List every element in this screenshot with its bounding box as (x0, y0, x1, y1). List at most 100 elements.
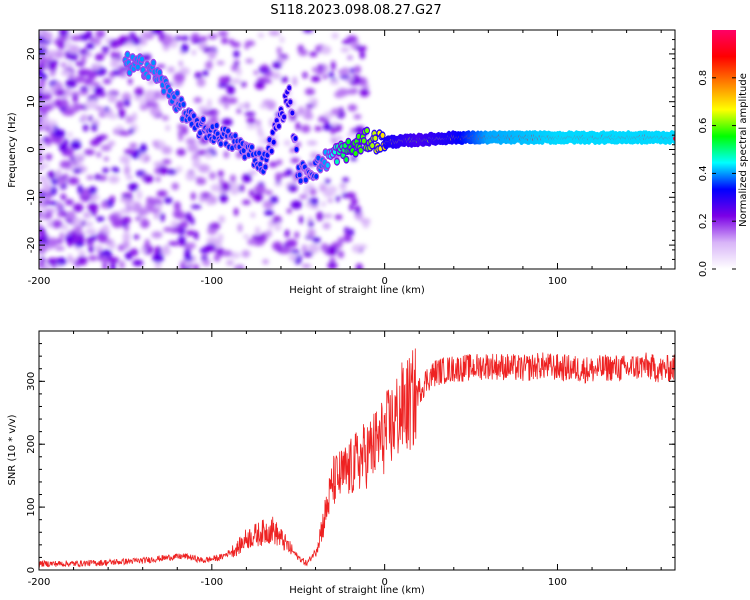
noise-blob (40, 177, 50, 187)
noise-blob (298, 49, 308, 56)
noise-blob (354, 65, 361, 74)
noise-blob (322, 222, 331, 230)
noise-blob (165, 125, 171, 131)
figure-title: S118.2023.098.08.27.G27 (270, 3, 441, 18)
noise-blob (151, 30, 163, 35)
noise-blob (122, 232, 131, 242)
noise-blob (94, 174, 102, 181)
x-tick-label: 100 (548, 276, 567, 287)
noise-blob (39, 43, 49, 48)
noise-blob (321, 201, 326, 207)
noise-blob (193, 97, 202, 103)
noise-blob (322, 123, 333, 131)
noise-blob (85, 221, 94, 227)
noise-blob (227, 97, 238, 104)
noise-blob (73, 225, 83, 234)
noise-blob (303, 113, 314, 120)
noise-blob (102, 51, 109, 56)
noise-blob (287, 184, 298, 192)
x-tick-label: -200 (28, 276, 51, 287)
noise-blob (230, 174, 236, 183)
noise-blob (329, 79, 340, 85)
noise-blob (119, 155, 131, 164)
noise-blob (218, 76, 228, 84)
noise-blob (233, 50, 240, 58)
noise-blob (337, 239, 343, 248)
noise-blob (349, 67, 355, 74)
noise-blob (167, 66, 175, 74)
noise-blob (119, 197, 131, 203)
y-tick-label: -20 (26, 237, 37, 253)
noise-blob (49, 124, 54, 133)
noise-blob (118, 108, 126, 119)
noise-blob (39, 224, 43, 230)
noise-blob (207, 98, 212, 109)
noise-blob (46, 49, 58, 55)
noise-blob (128, 77, 133, 85)
noise-blob (300, 124, 311, 133)
ridge-point (249, 144, 254, 150)
noise-blob (308, 220, 314, 228)
noise-blob (78, 48, 89, 55)
noise-blob (237, 103, 248, 108)
noise-blob (194, 72, 203, 79)
ridge-point (157, 70, 162, 76)
ridge-point (127, 70, 132, 76)
noise-blob (196, 177, 207, 185)
noise-blob (180, 43, 189, 53)
noise-blob (160, 212, 165, 222)
noise-blob (101, 46, 110, 53)
noise-blob (302, 30, 314, 33)
noise-blob (129, 142, 138, 149)
snr-frame (38, 330, 676, 571)
noise-blob (244, 111, 256, 117)
noise-blob (210, 184, 222, 192)
noise-blob (80, 113, 88, 122)
noise-blob (324, 118, 329, 126)
noise-blob (136, 189, 143, 200)
noise-blob (132, 259, 144, 267)
noise-blob (95, 30, 106, 39)
noise-blob (249, 189, 254, 197)
noise-blob (191, 39, 202, 44)
noise-blob (326, 185, 338, 194)
noise-blob (309, 51, 318, 57)
ridge-point (294, 146, 299, 152)
noise-blob (327, 245, 338, 256)
noise-blob (154, 246, 163, 255)
noise-blob (328, 71, 334, 78)
noise-blob (162, 158, 172, 165)
noise-blob (39, 30, 44, 38)
ridge-point (201, 116, 206, 122)
noise-blob (262, 259, 269, 265)
noise-blob (349, 228, 354, 237)
noise-blob (89, 37, 96, 42)
ridge-point (358, 148, 363, 154)
noise-blob (196, 77, 206, 88)
ridge-point (242, 154, 247, 160)
noise-blob (146, 196, 153, 203)
noise-blob (57, 202, 63, 210)
noise-blob (334, 214, 343, 220)
noise-blob (217, 233, 224, 242)
noise-blob (223, 150, 230, 159)
noise-blob (346, 132, 355, 138)
noise-blob (97, 233, 109, 243)
noise-blob (47, 237, 59, 248)
noise-blob (308, 229, 315, 238)
ridge-point (314, 174, 319, 180)
noise-blob (355, 263, 363, 269)
ridge-point (346, 139, 351, 145)
noise-blob (51, 59, 58, 66)
noise-blob (221, 250, 233, 257)
noise-blob (43, 31, 53, 42)
noise-blob (209, 171, 216, 180)
noise-blob (171, 182, 179, 191)
noise-blob (75, 241, 84, 248)
noise-blob (148, 102, 159, 108)
noise-blob (290, 157, 300, 164)
noise-blob (39, 137, 44, 144)
noise-blob (59, 232, 65, 239)
noise-blob (285, 168, 293, 177)
